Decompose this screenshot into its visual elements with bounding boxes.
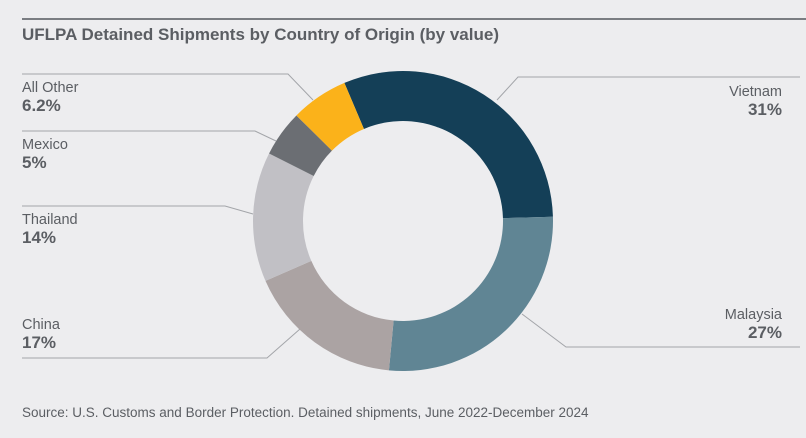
label-thailand: Thailand 14% (22, 211, 78, 247)
chart-title: UFLPA Detained Shipments by Country of O… (22, 25, 499, 44)
label-china: China 17% (22, 316, 60, 352)
label-name: Mexico (22, 137, 68, 153)
slice-mexico (269, 115, 332, 176)
label-value: 31% (747, 100, 782, 119)
label-name: Malaysia (724, 307, 782, 323)
label-malaysia: Malaysia 27% (725, 306, 782, 342)
label-mexico: Mexico 5% (22, 136, 68, 172)
label-value: 17% (22, 333, 57, 352)
source-note: Source: U.S. Customs and Border Protecti… (22, 405, 589, 420)
label-vietnam: Vietnam 31% (729, 83, 782, 119)
leader-line-thailand (22, 205, 254, 215)
leader-line-vietnam (496, 76, 800, 101)
label-name: Thailand (22, 212, 78, 228)
leader-line-mexico (22, 130, 277, 142)
label-name: All Other (22, 80, 79, 96)
label-value: 5% (22, 153, 47, 172)
leader-line-china (22, 328, 301, 359)
slice-vietnam (344, 71, 553, 219)
slice-thailand (253, 153, 314, 281)
label-name: Vietnam (729, 84, 782, 100)
leader-line-malaysia (521, 313, 800, 348)
top-rule (22, 18, 806, 20)
label-name: China (22, 317, 60, 333)
slice-malaysia (388, 216, 553, 371)
label-value: 6.2% (22, 96, 61, 115)
label-all-other: All Other 6.2% (22, 79, 78, 115)
leader-line-all-other (22, 73, 314, 101)
slice-all-other (296, 82, 364, 151)
label-value: 14% (22, 228, 57, 247)
slice-china (265, 260, 394, 371)
label-value: 27% (747, 323, 782, 342)
